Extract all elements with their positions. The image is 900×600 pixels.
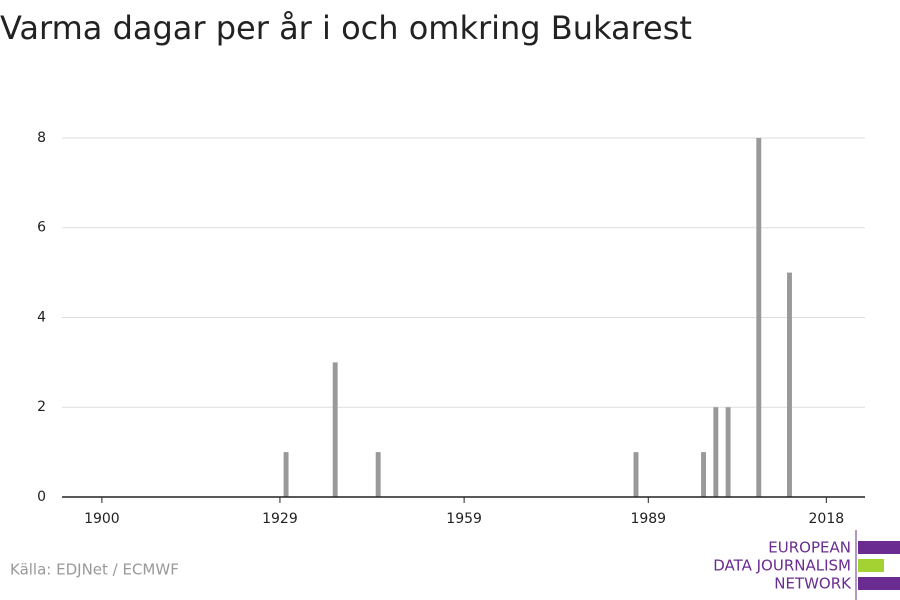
- y-tick-label: 6: [37, 220, 46, 236]
- y-tick-label: 0: [37, 489, 46, 505]
- logo-text: NETWORK: [774, 575, 852, 593]
- y-tick-label: 2: [37, 399, 46, 415]
- y-tick-label: 4: [37, 309, 46, 325]
- logo-text: DATA JOURNALISM: [713, 557, 851, 575]
- x-tick-label: 1989: [630, 511, 666, 527]
- bar: [701, 452, 706, 497]
- bar: [787, 272, 792, 497]
- x-tick-label: 1929: [262, 511, 298, 527]
- bar: [756, 137, 762, 497]
- bar: [725, 407, 731, 497]
- chart-title: Varma dagar per år i och omkring Bukares…: [0, 9, 692, 47]
- source: Källa: EDJNet / ECMWF: [10, 561, 179, 579]
- logo-text: EUROPEAN: [768, 539, 851, 557]
- logo-bar: [858, 541, 900, 554]
- logo-bar: [858, 559, 884, 572]
- logo: EUROPEAN DATA JOURNALISM NETWORK: [713, 530, 900, 600]
- bar: [332, 362, 338, 497]
- x-tick-label: 1900: [84, 511, 120, 527]
- x-tick-label: 2018: [809, 511, 845, 527]
- bar: [713, 407, 719, 497]
- bar: [375, 452, 381, 497]
- y-tick-label: 8: [37, 130, 46, 146]
- logo-bar: [858, 577, 900, 590]
- bar: [633, 452, 639, 497]
- x-tick-label: 1959: [446, 511, 482, 527]
- bar: [283, 452, 289, 497]
